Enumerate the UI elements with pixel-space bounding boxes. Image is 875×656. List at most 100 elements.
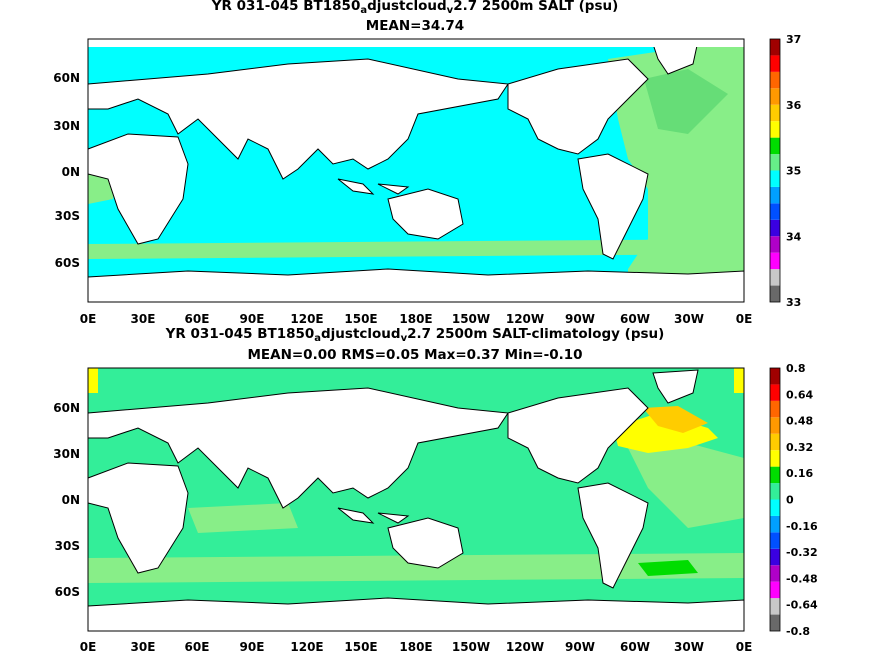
- colorbar-swatch: [770, 466, 780, 484]
- top-map-frame: [87, 38, 745, 303]
- colorbar-label: -0.64: [786, 599, 818, 612]
- colorbar-label: -0.32: [786, 546, 818, 559]
- lon-label: 90E: [240, 640, 265, 654]
- colorbar-swatch: [770, 170, 780, 187]
- southern-band: [88, 239, 744, 259]
- lon-label: 180E: [399, 312, 432, 326]
- colorbar-label: 0.32: [786, 441, 813, 454]
- lon-label: 30W: [674, 640, 704, 654]
- colorbar-swatch: [770, 219, 780, 237]
- colorbar-swatch: [770, 104, 780, 122]
- lat-label: 30S: [55, 539, 80, 553]
- lon-label: 0E: [736, 312, 753, 326]
- lon-label: 60W: [620, 640, 650, 654]
- colorbar-label: -0.48: [786, 572, 818, 585]
- bottom-title: YR 031-045 BT1850adjustcloudv2.7 2500m S…: [165, 326, 665, 344]
- colorbar-swatch: [770, 121, 780, 138]
- colorbar-label: 33: [786, 296, 801, 309]
- lon-label: 60E: [185, 640, 210, 654]
- colorbar-swatch: [770, 285, 780, 302]
- colorbar-swatch: [770, 55, 780, 72]
- top-colorbar: 33 34 35 36 37: [769, 33, 802, 309]
- lat-label: 0N: [62, 165, 80, 179]
- lat-label: 60N: [53, 401, 80, 415]
- colorbar-swatch: [770, 483, 780, 500]
- colorbar-label: 34: [786, 230, 802, 243]
- lat-label: 30N: [53, 119, 80, 133]
- north-atlantic-anomaly: [613, 413, 718, 453]
- colorbar-label: 0.64: [786, 388, 813, 401]
- lon-label: 120W: [506, 312, 544, 326]
- colorbar-swatch: [770, 450, 780, 467]
- colorbar-swatch: [770, 154, 780, 171]
- lon-label: 150W: [452, 640, 490, 654]
- colorbar-swatch: [770, 137, 780, 155]
- bottom-stats: MEAN=0.00 RMS=0.05 Max=0.37 Min=-0.10: [247, 347, 583, 363]
- top-map: 60N 30N 0N 30S 60S 0E 30E 60E 90E 120E 1…: [53, 33, 802, 326]
- lat-label: 60S: [55, 585, 80, 599]
- lon-label: 150E: [344, 640, 377, 654]
- lon-label: 0E: [80, 640, 97, 654]
- colorbar-swatch: [770, 548, 780, 566]
- colorbar-label: -0.8: [786, 625, 810, 638]
- colorbar-label: 36: [786, 99, 802, 112]
- lon-label: 90W: [565, 312, 595, 326]
- colorbar-swatch: [770, 236, 780, 253]
- colorbar-swatch: [770, 88, 780, 105]
- colorbar-swatch: [770, 598, 780, 615]
- lat-label: 60S: [55, 256, 80, 270]
- colorbar-label: 35: [786, 165, 801, 178]
- continents: [87, 369, 745, 632]
- colorbar-swatch: [770, 499, 780, 516]
- colorbar-frame: [769, 367, 781, 632]
- lon-label: 90E: [240, 312, 265, 326]
- colorbar-swatch: [770, 269, 780, 286]
- continents: [87, 39, 745, 303]
- colorbar-label: 0: [786, 494, 794, 507]
- colorbar-swatch: [770, 433, 780, 451]
- colorbar-swatch: [770, 384, 780, 401]
- lon-label: 0E: [80, 312, 97, 326]
- colorbar-label: 0.48: [786, 415, 813, 428]
- bottom-colorbar: 0.8 0.64 0.48 0.32 0.16 0 -0.16 -0.32 -0.48 -0.64…: [769, 362, 818, 638]
- lon-label: 60E: [185, 312, 210, 326]
- colorbar-swatch: [770, 417, 780, 434]
- colorbar-swatch: [770, 532, 780, 549]
- lat-label: 30S: [55, 209, 80, 223]
- colorbar-swatch: [770, 186, 780, 204]
- colorbar-label: 37: [786, 33, 801, 46]
- colorbar-label: 0.16: [786, 467, 813, 480]
- colorbar-swatch: [770, 203, 780, 220]
- lon-label: 120W: [506, 640, 544, 654]
- lon-label: 60W: [620, 312, 650, 326]
- lon-label: 30E: [131, 312, 156, 326]
- colorbar-label: 0.8: [786, 362, 806, 375]
- colorbar-label: -0.16: [786, 520, 818, 533]
- top-stats: MEAN=34.74: [365, 18, 465, 34]
- lat-label: 30N: [53, 447, 80, 461]
- lat-label: 0N: [62, 493, 80, 507]
- lon-label: 30W: [674, 312, 704, 326]
- top-title: YR 031-045 BT1850adjustcloudv2.7 2500m S…: [211, 0, 619, 16]
- colorbar-swatch: [770, 515, 780, 533]
- lon-label: 150E: [344, 312, 377, 326]
- colorbar-swatch: [770, 581, 780, 599]
- southern-band: [88, 553, 744, 583]
- lon-label: 0E: [736, 640, 753, 654]
- colorbar-swatch: [770, 400, 780, 418]
- lon-label: 120E: [290, 640, 323, 654]
- colorbar-swatch: [770, 252, 780, 270]
- colorbar-swatch: [770, 614, 780, 631]
- lon-label: 30E: [131, 640, 156, 654]
- lon-label: 180E: [399, 640, 432, 654]
- lon-label: 120E: [290, 312, 323, 326]
- north-atlantic-high: [644, 69, 728, 134]
- bottom-map-frame: [87, 367, 745, 632]
- lon-label: 90W: [565, 640, 595, 654]
- colorbar-frame: [769, 38, 781, 303]
- colorbar-swatch: [770, 39, 780, 56]
- colorbar-swatch: [770, 368, 780, 385]
- bottom-map: 60N 30N 0N 30S 60S 0E 30E 60E 90E 120E 1…: [53, 362, 818, 654]
- lon-label: 150W: [452, 312, 490, 326]
- colorbar-swatch: [770, 565, 780, 582]
